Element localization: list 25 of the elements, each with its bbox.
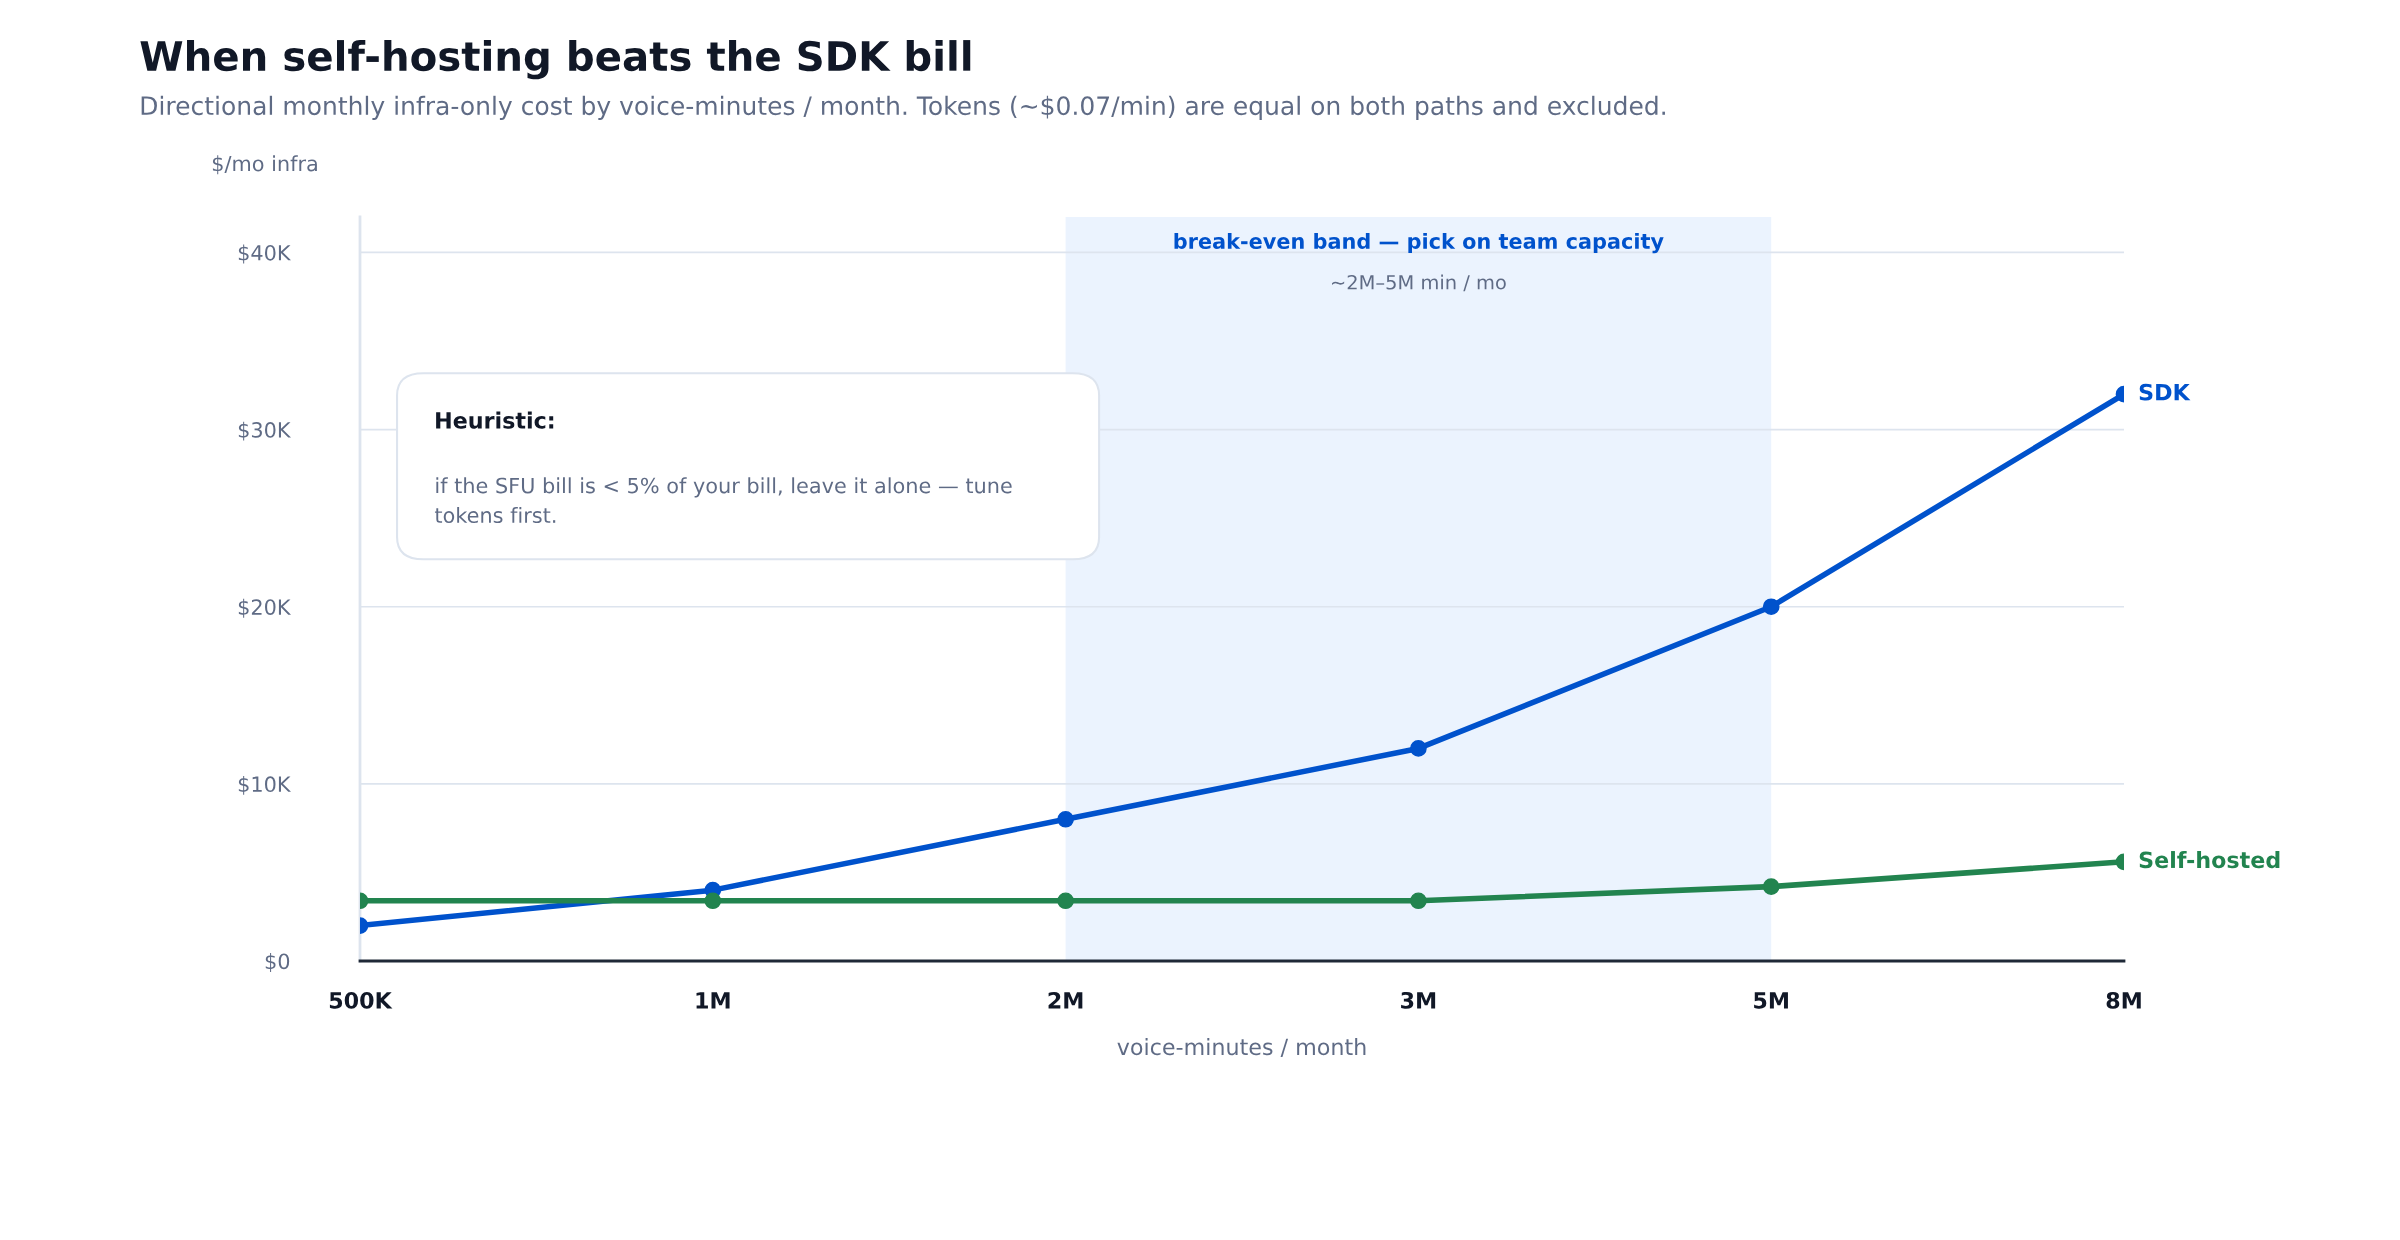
point xyxy=(1057,810,1074,828)
x-tick-label: 8M xyxy=(2106,991,2141,1009)
annotation: if the SFU bill is < 5% of your bill, leave it alone — tune tokens first. xyxy=(434,477,1012,524)
point xyxy=(1410,892,1427,910)
y-axis-title: $/mo infra xyxy=(212,155,317,175)
x-axis-title: voice-minutes / month xyxy=(1117,1038,1366,1058)
y-tick-label: $0 xyxy=(265,953,290,972)
y-tick-label: $40K xyxy=(238,244,291,264)
point xyxy=(1410,740,1427,757)
y-tick-label: $20K xyxy=(238,598,291,618)
band-label: break-even band — pick on team capacity xyxy=(1174,232,1664,254)
x-tick-label: 2M xyxy=(1048,991,1083,1009)
series-label: SDK xyxy=(2139,383,2191,401)
point xyxy=(1057,892,1074,910)
y-tick-label: $10K xyxy=(238,775,291,795)
annotation: ~2M–5M min / mo xyxy=(1332,274,1506,292)
x-tick-label: 5M xyxy=(1754,992,1788,1009)
x-tick-label: 1M xyxy=(696,992,730,1009)
annotation: Heuristic: xyxy=(436,411,554,429)
y-tick-label: $30K xyxy=(238,421,291,441)
chart-subtitle: Directional monthly infra-only cost by voice-minutes / month. Tokens (~$0.07/min) are equal on both paths and excluded. xyxy=(141,95,1665,120)
x-tick-label: 3M xyxy=(1401,991,1436,1009)
series-label: Self-hosted xyxy=(2139,851,2280,869)
chart-title: When self-hosting beats the SDK bill xyxy=(140,40,971,80)
x-tick-label: 500K xyxy=(329,991,393,1009)
